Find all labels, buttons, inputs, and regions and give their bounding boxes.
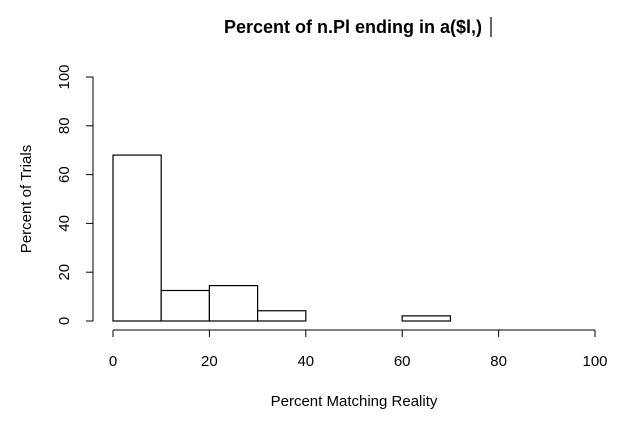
x-tick-label: 100 [582,353,607,370]
chart-title: Percent of n.Pl ending in a($l,) [224,17,482,37]
y-tick-label: 40 [56,215,73,232]
x-axis-label: Percent Matching Reality [271,393,438,410]
y-tick-label: 80 [56,117,73,134]
x-tick-label: 80 [490,353,507,370]
y-tick-label: 100 [56,64,73,89]
histogram-bar [160,289,210,322]
histogram-bar [208,285,259,322]
y-tick-label: 60 [56,166,73,183]
y-axis-label: Percent of Trials [18,145,35,253]
x-tick-label: 60 [394,353,411,370]
x-tick-label: 0 [109,353,117,370]
y-tick-label: 20 [56,264,73,281]
y-axis: 0 20 40 60 80 100 [56,64,94,325]
histogram-bar [112,154,162,322]
y-tick-label: 0 [56,317,73,325]
histogram-bars [112,154,452,322]
x-tick-label: 40 [297,353,314,370]
histogram-bar [401,315,452,322]
histogram-bar [257,310,307,322]
x-axis: 0 20 40 60 80 100 [109,329,608,370]
x-tick-label: 20 [201,353,218,370]
